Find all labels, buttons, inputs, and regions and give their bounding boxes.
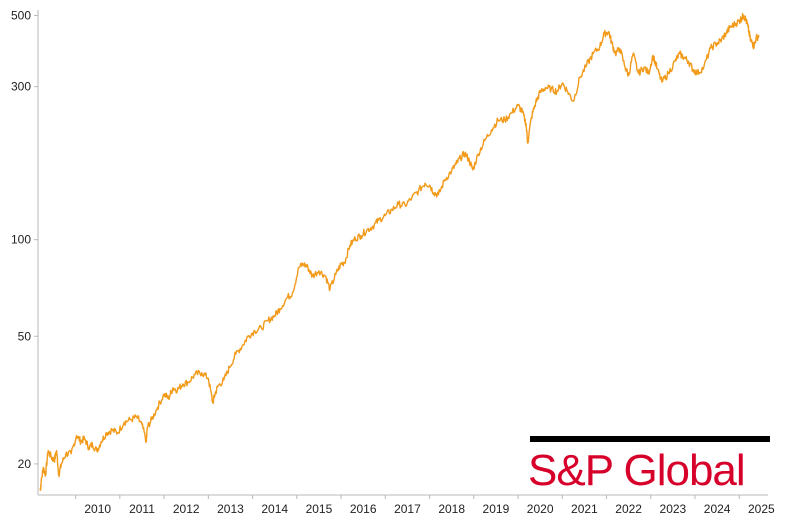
y-tick-label: 300 [11, 80, 31, 94]
y-axis-ticks: 20 50 100 300 500 [11, 8, 38, 471]
x-tick-label: 2021 [571, 502, 598, 516]
x-tick-label: 2013 [217, 502, 244, 516]
x-tick-label: 2018 [438, 502, 465, 516]
y-tick-label: 100 [11, 233, 31, 247]
x-tick-label: 2020 [527, 502, 554, 516]
y-tick-label: 500 [11, 8, 31, 22]
x-tick-label: 2017 [394, 502, 421, 516]
x-tick-label: 2023 [660, 502, 687, 516]
sp-global-logo: S&P Global [528, 446, 746, 495]
x-tick-label: 2015 [306, 502, 333, 516]
y-tick-label: 20 [18, 457, 32, 471]
logo-bar [530, 436, 770, 442]
x-tick-label: 2016 [350, 502, 377, 516]
x-tick-label: 2010 [84, 502, 111, 516]
x-tick-label: 2011 [129, 502, 155, 516]
x-tick-label: 2024 [704, 502, 731, 516]
y-tick-label: 50 [18, 329, 32, 343]
x-tick-label: 2014 [261, 502, 288, 516]
x-tick-label: 2022 [615, 502, 642, 516]
series-group [39, 12, 760, 491]
x-tick-label: 2019 [483, 502, 510, 516]
price-series-line [39, 12, 760, 491]
x-tick-label: 2025 [748, 502, 775, 516]
x-axis-ticks: 2010 2011 2012 2013 2014 2015 2016 2017 2018 2019… [75, 495, 775, 516]
x-tick-label: 2012 [173, 502, 200, 516]
